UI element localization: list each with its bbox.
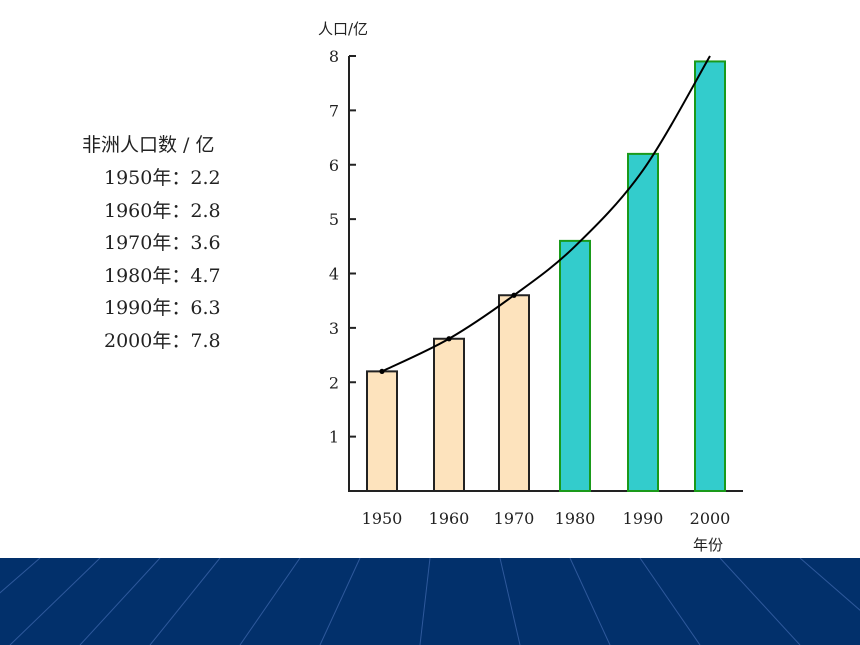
footer-decoration bbox=[0, 558, 860, 645]
population-data-list: 非洲人口数 / 亿 1950年：2.2 1960年：2.8 1970年：3.6 … bbox=[82, 128, 272, 357]
bar-1990 bbox=[627, 152, 659, 492]
footer-line bbox=[9, 558, 101, 645]
data-line-1980: 1980年：4.7 bbox=[104, 264, 221, 287]
data-line-1970: 1970年：3.6 bbox=[104, 232, 221, 254]
x-tick-label-1980: 1980 bbox=[555, 509, 596, 528]
trend-curve bbox=[381, 55, 711, 373]
footer-band bbox=[0, 558, 860, 645]
y-tick-label: 3 bbox=[329, 319, 339, 338]
trend-point-1970 bbox=[511, 292, 517, 298]
x-tick-label-2000: 2000 bbox=[690, 509, 731, 528]
footer-line bbox=[319, 558, 361, 645]
y-tick-label: 2 bbox=[329, 373, 339, 392]
trend-point-1960 bbox=[446, 336, 452, 342]
x-tick-label-1970: 1970 bbox=[494, 509, 535, 528]
footer-background bbox=[0, 558, 860, 645]
y-tick-label: 6 bbox=[329, 156, 339, 175]
x-axis-title: 年份 bbox=[693, 536, 723, 554]
footer-line bbox=[419, 558, 431, 645]
x-tick-label-1960: 1960 bbox=[429, 509, 470, 528]
data-line-1960: 1960年：2.8 bbox=[104, 199, 221, 222]
y-tick-label: 5 bbox=[329, 210, 339, 229]
axis-layer: 1 2 3 4 5 6 7 8 bbox=[329, 47, 743, 492]
footer-line bbox=[639, 558, 701, 645]
bar-1970 bbox=[498, 294, 530, 492]
footer-line bbox=[499, 558, 521, 645]
bar-1950 bbox=[366, 370, 398, 492]
footer-line bbox=[149, 558, 221, 645]
curve-layer bbox=[379, 55, 711, 374]
y-tick-label: 8 bbox=[329, 47, 339, 66]
y-tick-label: 1 bbox=[329, 428, 339, 447]
y-axis-title: 人口/亿 bbox=[318, 20, 368, 38]
x-tick-layer: 1950 1960 1970 1980 1990 2000 bbox=[362, 509, 731, 528]
footer-line bbox=[719, 558, 801, 645]
y-tick-label: 4 bbox=[329, 265, 339, 284]
footer-line bbox=[0, 558, 41, 594]
population-chart: 人口/亿 1 2 3 4 5 6 7 8 1950 1960 1970 1980 1990 2000 年… bbox=[318, 20, 743, 554]
data-list-title: 非洲人口数 / 亿 bbox=[82, 134, 215, 156]
data-line-1990: 1990年：6.3 bbox=[104, 297, 221, 319]
bar-1960 bbox=[433, 337, 465, 492]
footer-line bbox=[569, 558, 611, 645]
data-line-1950: 1950年：2.2 bbox=[104, 167, 221, 189]
data-line-2000: 2000年：7.8 bbox=[104, 329, 221, 352]
footer-line bbox=[239, 558, 301, 645]
footer-line bbox=[799, 558, 860, 611]
trend-point-1950 bbox=[379, 368, 385, 374]
x-tick-label-1950: 1950 bbox=[362, 509, 403, 528]
footer-line bbox=[79, 558, 161, 645]
bar-1980 bbox=[559, 239, 591, 492]
y-tick-label: 7 bbox=[329, 101, 339, 120]
bar-2000 bbox=[694, 60, 726, 492]
bar-layer bbox=[366, 60, 726, 492]
x-tick-label-1990: 1990 bbox=[623, 509, 664, 528]
